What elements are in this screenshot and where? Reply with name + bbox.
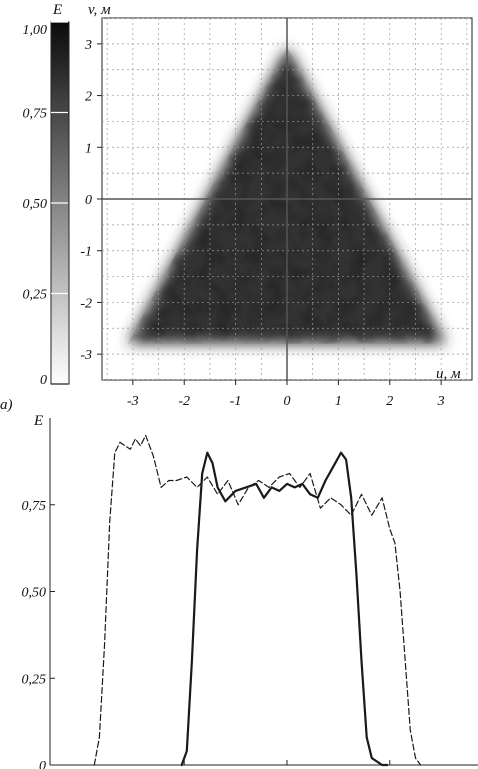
profile-solid-line [180, 451, 389, 767]
colorbar-tick-label: 0,25 [23, 288, 48, 303]
x-tick-label: -1 [230, 394, 242, 409]
x-tick-label: 0 [284, 394, 291, 409]
colorbar-tick-label: 0,75 [23, 107, 48, 122]
y-tick-label: 2 [85, 90, 92, 105]
profile-ticks: 0 0,25 0,50 0,75 [22, 499, 391, 769]
heatmap-panel: -3 -2 -1 0 1 2 3 -3 -2 -1 0 1 2 3 v, м u, м [80, 2, 473, 409]
x-tick-label: -3 [127, 394, 139, 409]
profile-y-tick-label: 0,50 [22, 586, 47, 601]
x-tick-label: -2 [178, 394, 190, 409]
panel-a-label: a) [0, 397, 13, 413]
profile-series [93, 434, 422, 767]
y-tick-label: -1 [80, 245, 92, 260]
profile-y-tick-label: 0 [39, 759, 46, 769]
y-tick-label: 1 [85, 141, 92, 156]
heatmap-xlabel: u, м [436, 366, 461, 382]
heatmap-ylabel: v, м [88, 2, 111, 18]
colorbar-title: E [52, 2, 62, 18]
y-tick-label: 0 [85, 193, 92, 208]
x-tick-label: 2 [386, 394, 393, 409]
colorbar-tick-label: 0,50 [23, 197, 48, 212]
profile-chart: E 0 0,25 0,50 0,75 [22, 413, 478, 769]
y-tick-label: -2 [80, 296, 92, 311]
profile-y-tick-label: 0,75 [22, 499, 47, 514]
x-tick-label: 1 [335, 394, 342, 409]
colorbar-tick-label: 1,00 [23, 23, 48, 38]
profile-ylabel: E [33, 413, 43, 429]
y-tick-label: -3 [80, 348, 92, 363]
x-tick-label: 3 [437, 394, 445, 409]
y-tick-label: 3 [84, 38, 92, 53]
colorbar-tick-label: 0 [40, 373, 47, 388]
colorbar: E 0 0,25 0,50 0,75 1,00 [23, 2, 70, 388]
heatmap-ticks: -3 -2 -1 0 1 2 3 -3 -2 -1 0 1 2 3 [80, 38, 444, 409]
profile-y-tick-label: 0,25 [22, 672, 47, 687]
colorbar-ticks: 0 0,25 0,50 0,75 1,00 [23, 21, 68, 388]
profile-dashed-line [93, 434, 422, 766]
